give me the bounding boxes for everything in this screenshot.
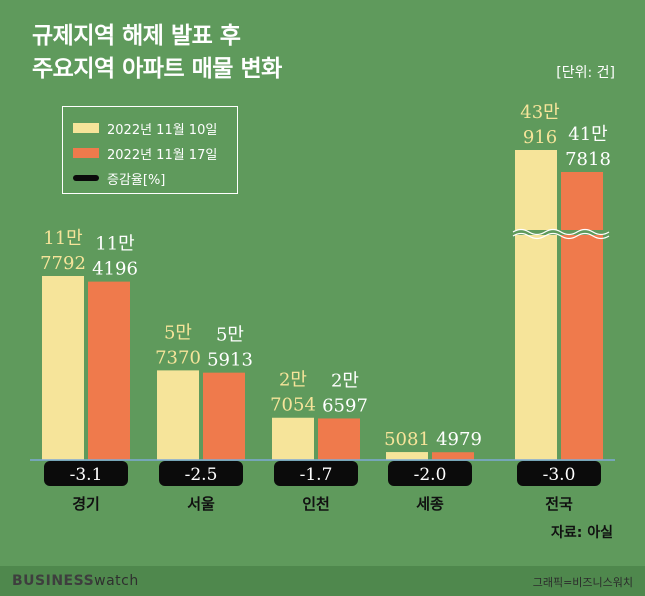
data-label-series2: 4196 bbox=[92, 259, 138, 280]
data-label-series2-top: 5만 bbox=[216, 325, 244, 346]
change-label: -1.7 bbox=[300, 465, 333, 485]
data-label-series2-top: 11만 bbox=[95, 234, 134, 255]
category-label: 경기 bbox=[72, 495, 100, 513]
data-label-series1-top: 43만 bbox=[520, 102, 559, 123]
legend-swatch-series2 bbox=[73, 148, 99, 158]
bar-chart: 11만 7792 11만 4196 -3.1 경기 5만 7370 5만 5913 -2.5 서울 2만… bbox=[30, 102, 615, 513]
brand-logo: BUSINESSwatch bbox=[12, 573, 139, 589]
data-label-series1-top: 2만 bbox=[279, 370, 307, 391]
change-badge bbox=[44, 461, 128, 486]
data-label-series1: 7370 bbox=[155, 347, 201, 368]
change-badge bbox=[274, 461, 358, 486]
bar-series1 bbox=[42, 276, 84, 460]
category-label: 서울 bbox=[187, 495, 215, 513]
data-label-series1-top: 5만 bbox=[164, 322, 192, 343]
axis-break-gap bbox=[513, 230, 605, 235]
axis-break-wave bbox=[512, 232, 610, 240]
change-label: -3.0 bbox=[543, 465, 576, 485]
legend-item-change: 증감율[%] bbox=[73, 169, 166, 188]
brand-logo-bold: BUSINESS bbox=[12, 573, 95, 589]
data-label-series2: 5913 bbox=[207, 350, 253, 371]
data-label-series2-top: 41만 bbox=[568, 124, 607, 145]
legend-item-series2: 2022년 11월 17일 bbox=[73, 144, 218, 163]
data-label-series1: 5081 bbox=[384, 429, 430, 450]
bar-series1 bbox=[157, 370, 199, 460]
chart-title-line2: 주요지역 아파트 매물 변화 bbox=[32, 56, 282, 82]
unit-label: [단위: 건] bbox=[556, 65, 615, 81]
category-label: 인천 bbox=[302, 495, 330, 513]
bar-series2 bbox=[203, 372, 245, 460]
legend-item-series1: 2022년 11월 10일 bbox=[73, 119, 218, 138]
chart-title-line1: 규제지역 해제 발표 후 bbox=[32, 23, 241, 49]
change-badge bbox=[517, 461, 601, 486]
legend-swatch-series1 bbox=[73, 123, 99, 133]
data-label-series2: 7818 bbox=[565, 149, 611, 170]
bar-series2 bbox=[432, 452, 474, 460]
bar-series1 bbox=[515, 150, 557, 460]
change-label: -3.1 bbox=[70, 465, 103, 485]
graphic-credit: 그래픽=비즈니스워치 bbox=[532, 576, 633, 589]
legend-swatch-change bbox=[73, 175, 99, 181]
category-label: 전국 bbox=[545, 495, 573, 513]
legend: 2022년 11월 10일 2022년 11월 17일 증감율[%] bbox=[62, 106, 238, 194]
change-label: -2.5 bbox=[185, 465, 218, 485]
category-label: 세종 bbox=[416, 495, 444, 513]
axis-break-wave bbox=[512, 228, 610, 236]
chart-title: 규제지역 해제 발표 후 주요지역 아파트 매물 변화 bbox=[32, 20, 282, 86]
change-badge bbox=[388, 461, 472, 486]
data-label-series2-top: 2만 bbox=[331, 370, 359, 391]
brand-logo-light: watch bbox=[94, 573, 139, 589]
bar-series1 bbox=[386, 452, 428, 460]
data-label-series1: 7792 bbox=[40, 253, 86, 274]
bar-series2 bbox=[561, 172, 603, 460]
data-label-series1-top: 11만 bbox=[43, 228, 82, 249]
change-label: -2.0 bbox=[414, 465, 447, 485]
legend-label-series2: 2022년 11월 17일 bbox=[107, 147, 218, 163]
bar-series2 bbox=[88, 281, 130, 460]
source-note: 자료: 아실 bbox=[551, 525, 613, 541]
bar-series2 bbox=[318, 418, 360, 460]
change-badge bbox=[159, 461, 243, 486]
data-label-series2: 6597 bbox=[322, 395, 368, 416]
footer-bar: BUSINESSwatch 그래픽=비즈니스워치 bbox=[0, 566, 645, 596]
data-label-series2: 4979 bbox=[436, 429, 482, 450]
data-label-series1: 916 bbox=[523, 127, 557, 148]
legend-label-change: 증감율[%] bbox=[107, 172, 166, 188]
legend-label-series1: 2022년 11월 10일 bbox=[107, 122, 218, 138]
data-label-series1: 7054 bbox=[270, 395, 316, 416]
bar-series1 bbox=[272, 417, 314, 460]
